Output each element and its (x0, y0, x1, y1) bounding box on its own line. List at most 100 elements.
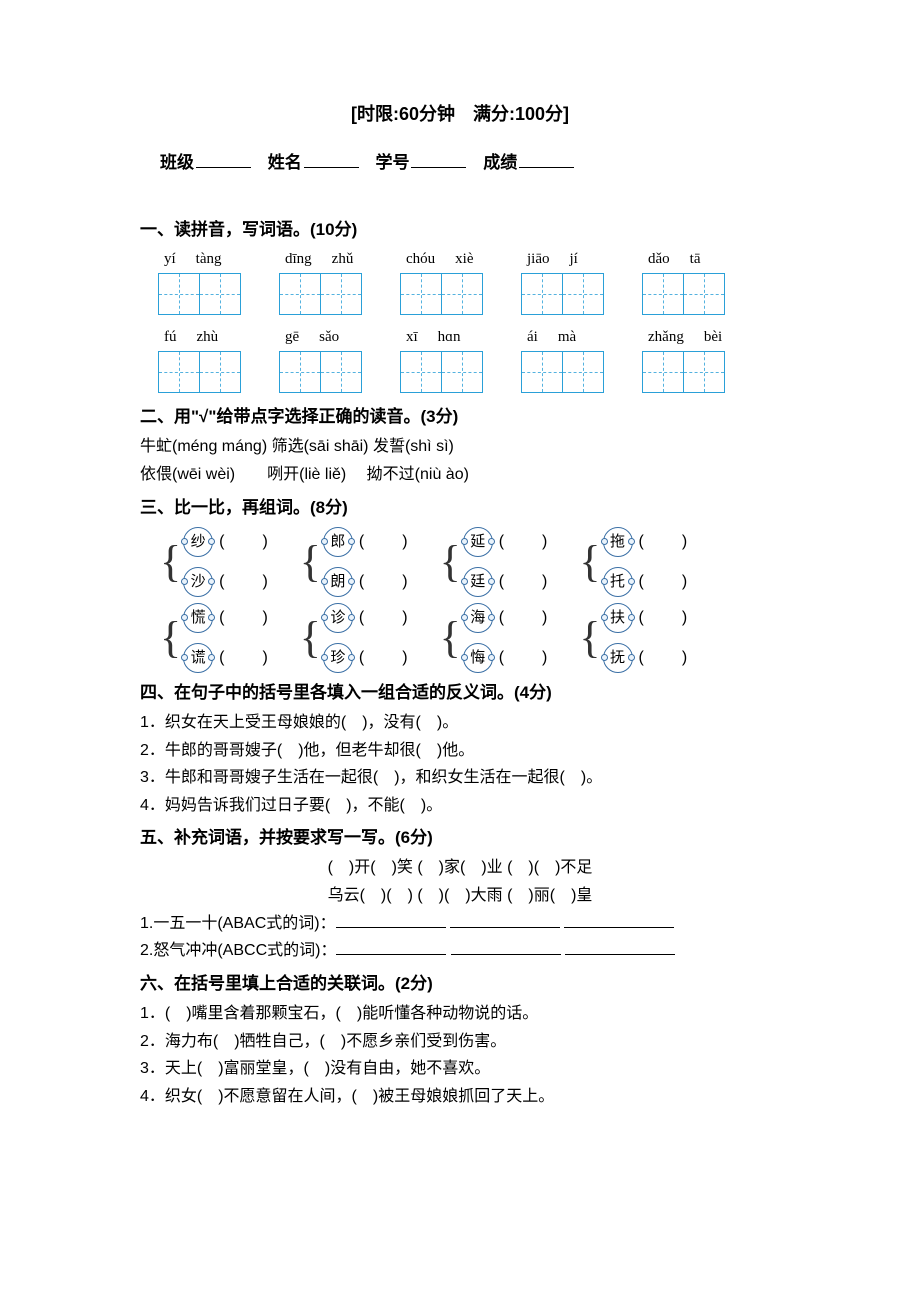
compare-pair: {海( )悔( ) (440, 603, 550, 673)
char-write-box[interactable] (279, 351, 321, 393)
s5-abcc-blank-3[interactable] (565, 938, 675, 955)
compare-answer-slot[interactable]: ( ) (499, 645, 550, 671)
pinyin-block: dīngzhǔ (279, 247, 362, 315)
s6-item: 3．天上( )富丽堂皇，( )没有自由，她不喜欢。 (140, 1056, 780, 1082)
s5-abcc-blank[interactable] (336, 938, 446, 955)
char-write-box[interactable] (320, 273, 362, 315)
compare-answer-slot[interactable]: ( ) (499, 605, 550, 631)
pinyin-block: dǎotā (642, 247, 725, 315)
blank-score[interactable] (519, 150, 574, 168)
compare-char: 郎 (323, 527, 353, 557)
compare-char: 托 (603, 567, 633, 597)
pinyin-syllable: dīng (285, 247, 312, 271)
char-write-box[interactable] (400, 273, 442, 315)
char-write-box[interactable] (158, 273, 200, 315)
pinyin-syllable: xī (406, 325, 418, 349)
pinyin-block: jiāojí (521, 247, 604, 315)
compare-char: 慌 (183, 603, 213, 633)
compare-pair: {纱( )沙( ) (160, 527, 270, 597)
s5-fill-2: 乌云( )( ) ( )( )大雨 ( )丽( )皇 (140, 883, 780, 909)
blank-sid[interactable] (411, 150, 466, 168)
char-write-box[interactable] (521, 351, 563, 393)
char-write-box[interactable] (199, 273, 241, 315)
compare-char: 珍 (323, 643, 353, 673)
compare-char: 诊 (323, 603, 353, 633)
pinyin-block: fúzhù (158, 325, 241, 393)
compare-answer-slot[interactable]: ( ) (639, 605, 690, 631)
brace-icon: { (160, 540, 181, 584)
pinyin-syllable: dǎo (648, 247, 670, 271)
pinyin-syllable: zhǎng (648, 325, 684, 349)
compare-pair: {郎( )朗( ) (300, 527, 410, 597)
pinyin-syllable: hɑn (438, 325, 461, 349)
s6-item: 4．织女( )不愿意留在人间，( )被王母娘娘抓回了天上。 (140, 1084, 780, 1110)
section-2-title: 二、用"√"给带点字选择正确的读音。(3分) (140, 403, 780, 430)
char-write-box[interactable] (158, 351, 200, 393)
s5-abac: 1.一五一十(ABAC式的词)： (140, 911, 780, 937)
char-write-box[interactable] (279, 273, 321, 315)
compare-char: 海 (463, 603, 493, 633)
compare-answer-slot[interactable]: ( ) (219, 529, 270, 555)
char-write-box[interactable] (562, 273, 604, 315)
pinyin-block: zhǎngbèi (642, 325, 725, 393)
char-write-box[interactable] (400, 351, 442, 393)
blank-class[interactable] (196, 150, 251, 168)
brace-icon: { (440, 540, 461, 584)
compare-answer-slot[interactable]: ( ) (219, 569, 270, 595)
compare-answer-slot[interactable]: ( ) (499, 569, 550, 595)
brace-icon: { (160, 616, 181, 660)
compare-char: 拖 (603, 527, 633, 557)
compare-char: 扶 (603, 603, 633, 633)
compare-answer-slot[interactable]: ( ) (639, 569, 690, 595)
compare-pair: {拖( )托( ) (579, 527, 689, 597)
compare-answer-slot[interactable]: ( ) (359, 645, 410, 671)
pinyin-block: yítàng (158, 247, 241, 315)
brace-icon: { (579, 616, 600, 660)
label-class: 班级 (160, 153, 194, 172)
pinyin-syllable: yí (164, 247, 176, 271)
compare-answer-slot[interactable]: ( ) (219, 645, 270, 671)
pinyin-syllable: gē (285, 325, 299, 349)
pinyin-syllable: sǎo (319, 325, 339, 349)
compare-answer-slot[interactable]: ( ) (359, 529, 410, 555)
pinyin-block: chóu xiè (400, 247, 483, 315)
pinyin-syllable: chóu (406, 247, 435, 271)
compare-answer-slot[interactable]: ( ) (359, 569, 410, 595)
char-write-box[interactable] (199, 351, 241, 393)
s5-abac-blank-2[interactable] (450, 911, 560, 928)
char-write-box[interactable] (521, 273, 563, 315)
exam-header: [时限:60分钟 满分:100分] (140, 100, 780, 129)
compare-answer-slot[interactable]: ( ) (639, 529, 690, 555)
s5-abcc: 2.怒气冲冲(ABCC式的词)： (140, 938, 780, 964)
pinyin-block: áimà (521, 325, 604, 393)
compare-char: 延 (463, 527, 493, 557)
pinyin-syllable: tàng (196, 247, 222, 271)
char-write-box[interactable] (642, 351, 684, 393)
compare-answer-slot[interactable]: ( ) (219, 605, 270, 631)
char-write-box[interactable] (683, 351, 725, 393)
compare-pair: {诊( )珍( ) (300, 603, 410, 673)
compare-char: 纱 (183, 527, 213, 557)
blank-name[interactable] (304, 150, 359, 168)
pinyin-grid: yítàng dīngzhǔ chóu xiè jiāojí dǎotā fúzhù gēsǎ… (140, 247, 780, 393)
s5-abac-blank[interactable] (336, 911, 446, 928)
char-write-box[interactable] (320, 351, 362, 393)
pinyin-syllable: mà (558, 325, 576, 349)
pinyin-syllable: xiè (455, 247, 473, 271)
s5-abcc-blank-2[interactable] (451, 938, 561, 955)
compare-char: 朗 (323, 567, 353, 597)
s5-abac-blank-3[interactable] (564, 911, 674, 928)
s6-item: 1．( )嘴里含着那颗宝石，( )能听懂各种动物说的话。 (140, 1001, 780, 1027)
compare-answer-slot[interactable]: ( ) (499, 529, 550, 555)
compare-answer-slot[interactable]: ( ) (359, 605, 410, 631)
compare-pair: {扶( )抚( ) (579, 603, 689, 673)
char-write-box[interactable] (441, 351, 483, 393)
s4-item: 3．牛郎和哥哥嫂子生活在一起很( )，和织女生活在一起很( )。 (140, 765, 780, 791)
char-write-box[interactable] (441, 273, 483, 315)
compare-char: 沙 (183, 567, 213, 597)
compare-answer-slot[interactable]: ( ) (639, 645, 690, 671)
char-write-box[interactable] (683, 273, 725, 315)
char-write-box[interactable] (642, 273, 684, 315)
char-write-box[interactable] (562, 351, 604, 393)
pinyin-syllable: jí (570, 247, 578, 271)
